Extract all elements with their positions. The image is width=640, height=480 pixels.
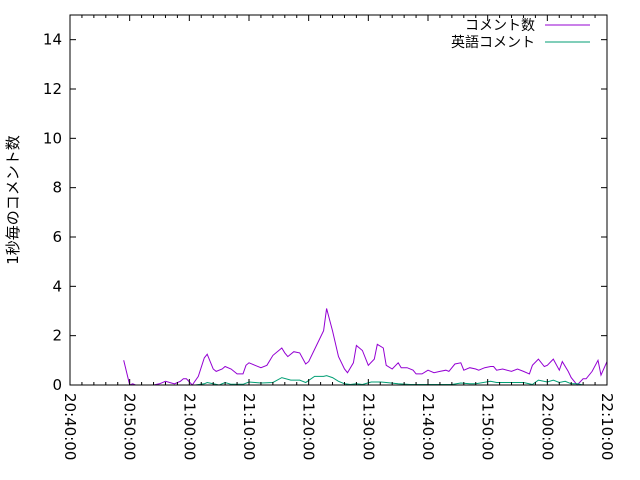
y-tick-label: 14 [43, 31, 62, 49]
y-tick-label: 6 [52, 228, 62, 246]
y-tick-label: 0 [52, 376, 62, 394]
y-tick-label: 10 [43, 129, 62, 147]
x-tick-label: 20:50:00 [121, 393, 139, 460]
y-tick-label: 8 [52, 179, 62, 197]
legend-label-comments: コメント数 [465, 18, 535, 34]
x-tick-label: 21:50:00 [479, 393, 497, 460]
series-line-0 [123, 308, 608, 386]
legend-label-english-comments: 英語コメント [451, 34, 535, 51]
x-tick-label: 21:30:00 [359, 393, 377, 460]
y-axis-label: 1秒毎のコメント数 [4, 135, 22, 265]
axis-ticks [69, 15, 608, 386]
x-tick-label: 21:10:00 [240, 393, 258, 460]
x-tick-label: 21:00:00 [180, 393, 198, 460]
legend: コメント数 英語コメント [451, 18, 590, 51]
y-tick-label: 4 [52, 277, 62, 295]
x-tick-label: 22:10:00 [598, 393, 616, 460]
x-tick-label: 21:20:00 [300, 393, 318, 460]
x-tick-label: 21:40:00 [419, 393, 437, 460]
x-tick-label: 22:00:00 [538, 393, 556, 460]
y-tick-label: 2 [52, 327, 62, 345]
x-tick-label: 20:40:00 [61, 393, 79, 460]
plot-lines [123, 308, 608, 386]
plot-frame [69, 14, 608, 386]
tick-labels: 20:40:00 20:50:00 21:00:00 21:10:00 21:20:00… [43, 31, 616, 461]
y-tick-label: 12 [43, 80, 62, 98]
